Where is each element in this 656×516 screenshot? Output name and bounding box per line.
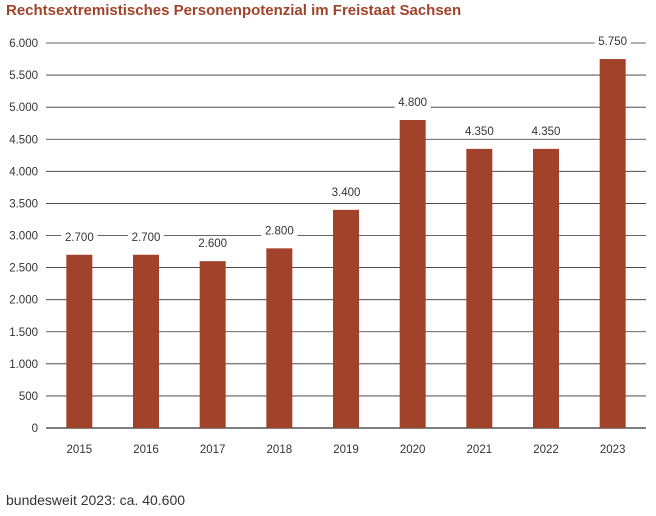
data-label-bg: [261, 223, 298, 238]
x-tick-label: 2020: [400, 444, 426, 456]
x-tick-label: 2016: [133, 444, 159, 456]
x-tick-label: 2022: [533, 444, 559, 456]
data-label: 2.800: [265, 225, 294, 237]
y-tick-label: 0: [32, 423, 38, 435]
y-tick-label: 3.000: [9, 231, 38, 243]
bar: [399, 120, 426, 428]
x-axis-ticks: 2015 2016 2017 2018 2019 2020 2021 2022 2023: [67, 444, 626, 456]
data-label: 2.700: [65, 232, 94, 244]
bar: [66, 254, 93, 428]
y-tick-label: 5.500: [9, 70, 38, 82]
bar-chart: 0 500 1.000 1.500 2.000 2.500 3.000 3.500 4.000 4…: [9, 34, 646, 456]
x-tick-label: 2018: [267, 444, 293, 456]
y-tick-label: 2.500: [9, 263, 38, 275]
bar: [466, 148, 493, 428]
x-tick-label: 2017: [200, 444, 226, 456]
bar: [199, 261, 226, 428]
y-tick-label: 4.000: [9, 166, 38, 178]
bar: [533, 148, 559, 428]
data-label: 4.350: [532, 126, 561, 138]
data-labels: 2.700 2.700 2.600 2.800 3.400 4.800 4.350 4.350…: [61, 34, 631, 251]
footnote: bundesweit 2023: ca. 40.600: [6, 492, 186, 508]
y-tick-label: 5.000: [9, 102, 38, 114]
data-label: 4.800: [398, 97, 427, 109]
data-label-bg: [394, 95, 431, 109]
bar: [266, 248, 293, 428]
y-tick-label: 4.500: [9, 134, 38, 146]
data-label: 2.600: [198, 238, 227, 250]
data-label-bg: [328, 184, 364, 199]
bar: [333, 209, 359, 428]
data-label-bg: [594, 34, 631, 49]
x-tick-label: 2015: [67, 444, 93, 456]
data-label: 2.700: [132, 232, 161, 244]
chart-title: Rechtsextremistisches Personenpotenzial …: [6, 2, 462, 19]
y-axis-ticks: 0 500 1.000 1.500 2.000 2.500 3.000 3.500 4.000 4…: [9, 38, 38, 435]
y-tick-label: 6.000: [9, 38, 38, 50]
y-tick-label: 2.000: [9, 295, 38, 307]
data-label: 3.400: [332, 187, 361, 199]
y-tick-label: 3.500: [9, 198, 38, 210]
bar: [599, 59, 626, 429]
y-tick-label: 1.000: [9, 359, 38, 371]
data-label: 5.750: [598, 36, 627, 48]
x-tick-label: 2023: [600, 444, 626, 456]
data-label-bg: [128, 229, 164, 244]
data-label-bg: [194, 236, 231, 251]
data-label-bg: [528, 123, 564, 138]
x-tick-label: 2019: [333, 444, 359, 456]
x-tick-label: 2021: [467, 444, 493, 456]
bars: [66, 59, 626, 429]
y-tick-label: 1.500: [9, 327, 38, 339]
data-label-bg: [461, 123, 498, 138]
y-tick-label: 500: [19, 391, 38, 403]
data-label-bg: [61, 229, 98, 244]
data-label: 4.350: [465, 126, 494, 138]
bar: [133, 254, 159, 428]
